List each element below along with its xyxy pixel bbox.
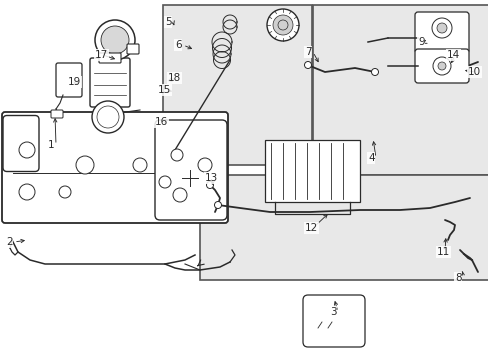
Circle shape	[436, 23, 446, 33]
FancyBboxPatch shape	[155, 120, 226, 220]
Text: 7: 7	[305, 47, 311, 57]
Circle shape	[95, 20, 135, 60]
Text: 16: 16	[155, 117, 168, 127]
Text: 5: 5	[164, 17, 171, 27]
Circle shape	[133, 158, 147, 172]
FancyBboxPatch shape	[56, 63, 82, 97]
Circle shape	[371, 68, 378, 76]
Circle shape	[198, 158, 212, 172]
Circle shape	[171, 149, 183, 161]
Text: 1: 1	[48, 140, 55, 150]
Circle shape	[266, 9, 298, 41]
FancyBboxPatch shape	[127, 44, 139, 54]
Circle shape	[436, 62, 443, 68]
Text: 17: 17	[95, 50, 108, 60]
Circle shape	[92, 101, 124, 133]
Bar	[312, 5, 488, 175]
Circle shape	[76, 156, 94, 174]
Circle shape	[101, 26, 129, 54]
FancyBboxPatch shape	[90, 58, 130, 107]
Circle shape	[159, 176, 171, 188]
Circle shape	[278, 20, 287, 30]
FancyBboxPatch shape	[2, 112, 227, 223]
FancyBboxPatch shape	[414, 12, 468, 53]
Circle shape	[432, 57, 450, 75]
Circle shape	[19, 184, 35, 200]
Circle shape	[304, 62, 311, 68]
Text: 9: 9	[417, 37, 424, 47]
Circle shape	[272, 15, 292, 35]
FancyBboxPatch shape	[303, 295, 364, 347]
Text: 14: 14	[446, 50, 459, 60]
Text: 6: 6	[175, 40, 181, 50]
Circle shape	[59, 186, 71, 198]
Text: 4: 4	[367, 153, 374, 163]
Circle shape	[431, 18, 451, 38]
Text: 18: 18	[168, 73, 181, 83]
Text: 13: 13	[204, 173, 218, 183]
Text: 11: 11	[436, 247, 449, 257]
Circle shape	[97, 106, 119, 128]
Circle shape	[19, 142, 35, 158]
Text: 2: 2	[6, 237, 13, 247]
Text: 12: 12	[305, 223, 318, 233]
Text: 10: 10	[467, 67, 480, 77]
Text: 8: 8	[454, 273, 461, 283]
FancyBboxPatch shape	[99, 53, 121, 63]
Bar	[264, 140, 359, 202]
FancyBboxPatch shape	[414, 49, 468, 83]
Bar	[200, 175, 488, 280]
Circle shape	[437, 62, 445, 70]
Text: 15: 15	[158, 85, 171, 95]
Text: 19: 19	[68, 77, 81, 87]
Bar	[163, 5, 311, 165]
Text: 3: 3	[329, 307, 336, 317]
Circle shape	[214, 202, 221, 208]
Circle shape	[206, 181, 213, 189]
Circle shape	[173, 188, 186, 202]
FancyBboxPatch shape	[51, 110, 63, 118]
FancyBboxPatch shape	[3, 116, 39, 171]
